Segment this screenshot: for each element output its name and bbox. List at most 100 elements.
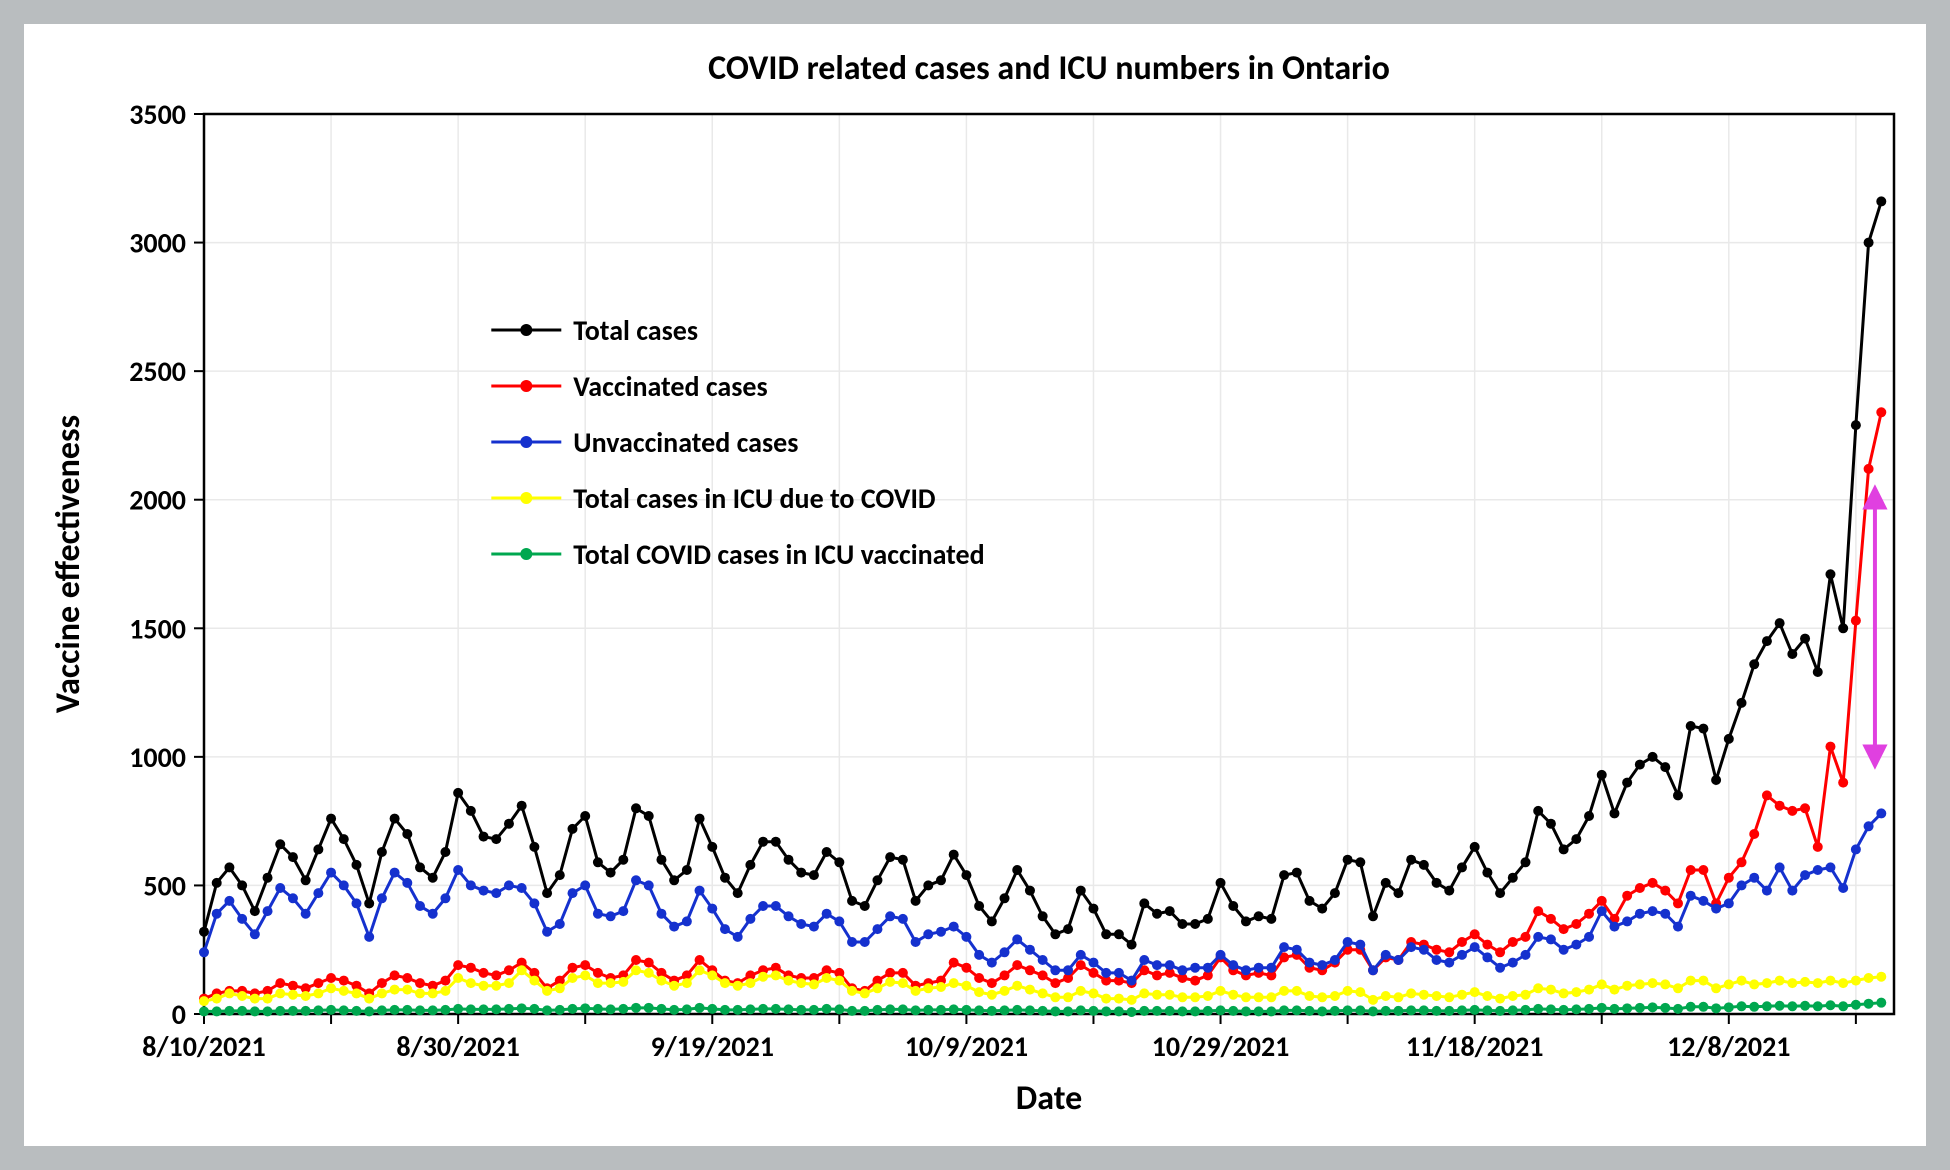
data-point: [1737, 698, 1747, 708]
data-point: [961, 1005, 971, 1015]
data-point: [1190, 992, 1200, 1002]
data-point: [758, 901, 768, 911]
data-point: [1025, 886, 1035, 896]
data-point: [847, 937, 857, 947]
data-point: [1012, 934, 1022, 944]
data-point: [720, 873, 730, 883]
data-point: [1038, 970, 1048, 980]
data-point: [542, 888, 552, 898]
data-point: [1368, 965, 1378, 975]
data-point: [822, 847, 832, 857]
data-point: [415, 988, 425, 998]
legend-label: Unvaccinated cases: [573, 425, 798, 460]
data-point: [834, 976, 844, 986]
data-point: [1533, 906, 1543, 916]
data-point: [1686, 891, 1696, 901]
data-point: [1012, 981, 1022, 991]
data-point: [1546, 985, 1556, 995]
data-point: [263, 906, 273, 916]
data-point: [860, 901, 870, 911]
outer-frame: COVID related cases and ICU numbers in O…: [0, 0, 1950, 1170]
data-point: [1825, 1000, 1835, 1010]
data-point: [631, 965, 641, 975]
data-point: [542, 927, 552, 937]
data-point: [1762, 886, 1772, 896]
y-tick-label: 3000: [129, 226, 186, 261]
data-point: [618, 977, 628, 987]
data-point: [1813, 842, 1823, 852]
data-point: [1825, 862, 1835, 872]
data-point: [517, 1003, 527, 1013]
data-point: [1165, 1006, 1175, 1016]
data-point: [1495, 888, 1505, 898]
data-point: [606, 1004, 616, 1014]
data-point: [1228, 1006, 1238, 1016]
data-point: [263, 1006, 273, 1016]
y-tick-label: 500: [143, 868, 186, 903]
data-point: [1482, 952, 1492, 962]
data-point: [1406, 855, 1416, 865]
data-point: [504, 1004, 514, 1014]
data-point: [1038, 955, 1048, 965]
data-point: [440, 976, 450, 986]
data-point: [593, 909, 603, 919]
data-point: [542, 986, 552, 996]
data-point: [974, 973, 984, 983]
data-point: [1609, 922, 1619, 932]
data-point: [555, 1005, 565, 1015]
data-point: [733, 1005, 743, 1015]
data-point: [466, 806, 476, 816]
legend-label: Total COVID cases in ICU vaccinated: [573, 537, 984, 572]
data-point: [1254, 911, 1264, 921]
data-point: [224, 988, 234, 998]
data-point: [491, 1004, 501, 1014]
data-point: [1050, 992, 1060, 1002]
data-point: [1139, 1006, 1149, 1016]
data-point: [669, 981, 679, 991]
data-point: [1521, 932, 1531, 942]
data-point: [682, 865, 692, 875]
data-point: [517, 965, 527, 975]
data-point: [1343, 855, 1353, 865]
data-point: [1673, 922, 1683, 932]
data-point: [1063, 965, 1073, 975]
data-point: [1012, 960, 1022, 970]
data-point: [339, 1005, 349, 1015]
data-point: [1698, 1002, 1708, 1012]
data-point: [1495, 994, 1505, 1004]
data-point: [682, 978, 692, 988]
data-point: [974, 1005, 984, 1015]
data-point: [479, 981, 489, 991]
data-point: [784, 1004, 794, 1014]
data-point: [1533, 932, 1543, 942]
data-point: [911, 1005, 921, 1015]
data-point: [415, 862, 425, 872]
data-point: [390, 814, 400, 824]
data-point: [1584, 985, 1594, 995]
data-point: [1216, 986, 1226, 996]
data-point: [796, 868, 806, 878]
data-point: [237, 914, 247, 924]
data-point: [923, 929, 933, 939]
data-point: [1076, 960, 1086, 970]
data-point: [1559, 1005, 1569, 1015]
data-point: [351, 1006, 361, 1016]
data-point: [974, 950, 984, 960]
data-point: [1787, 806, 1797, 816]
data-point: [1711, 775, 1721, 785]
data-point: [1571, 919, 1581, 929]
data-point: [212, 1006, 222, 1016]
data-point: [1495, 1006, 1505, 1016]
data-point: [1000, 970, 1010, 980]
data-point: [872, 924, 882, 934]
data-point: [987, 978, 997, 988]
data-point: [1127, 940, 1137, 950]
data-point: [1787, 886, 1797, 896]
data-point: [364, 994, 374, 1004]
data-point: [1000, 1005, 1010, 1015]
data-point: [339, 986, 349, 996]
data-point: [872, 875, 882, 885]
data-point: [974, 901, 984, 911]
data-point: [606, 978, 616, 988]
data-point: [1482, 991, 1492, 1001]
